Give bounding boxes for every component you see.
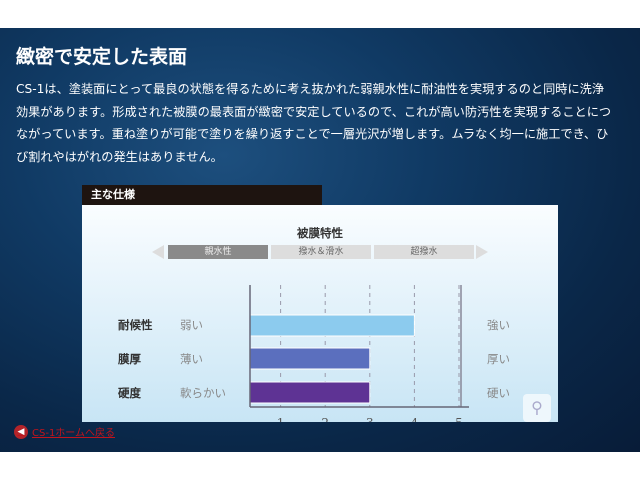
back-arrow-icon: ◀ xyxy=(14,424,28,439)
bar-chart: 1 2 3 4 5 xyxy=(249,285,469,422)
scale-segment: 撥水＆滑水 xyxy=(271,245,371,259)
x-tick-label: 2 xyxy=(321,416,329,422)
chart-title: 被膜特性 xyxy=(297,226,343,240)
back-home-link[interactable]: ◀ CS-1ホームへ戻る xyxy=(14,424,115,439)
scale-segment: 親水性 xyxy=(168,245,268,259)
magnifier-icon[interactable]: ⚲ xyxy=(523,394,551,422)
bar xyxy=(249,347,371,370)
x-tick-label: 4 xyxy=(411,416,419,422)
scale-segment: 超撥水 xyxy=(374,245,474,259)
bar xyxy=(249,314,415,337)
bar xyxy=(249,381,371,404)
high-label: 硬い xyxy=(487,386,510,400)
spec-tab: 主な仕様 xyxy=(82,185,322,205)
category-label: 膜厚 xyxy=(118,352,141,366)
high-label: 強い xyxy=(487,318,510,332)
content-area: 緻密で安定した表面 CS-1は、塗装面にとって最良の状態を得るために考え抜かれた… xyxy=(0,28,640,452)
low-label: 軟らかい xyxy=(180,386,226,400)
low-label: 弱い xyxy=(180,318,203,332)
page-title: 緻密で安定した表面 xyxy=(16,46,188,68)
high-label: 厚い xyxy=(487,352,510,366)
back-home-link-label: CS-1ホームへ戻る xyxy=(32,428,116,439)
x-tick-label: 1 xyxy=(277,416,285,422)
arrow-right-icon xyxy=(476,245,488,259)
category-label: 硬度 xyxy=(118,386,141,400)
x-tick-label: 5 xyxy=(455,416,463,422)
x-tick-label: 3 xyxy=(366,416,374,422)
description: CS-1は、塗装面にとって最良の状態を得るために考え抜かれた弱親水性に耐油性を実… xyxy=(16,82,612,164)
low-label: 薄い xyxy=(180,352,203,366)
arrow-left-icon xyxy=(152,245,164,259)
category-label: 耐候性 xyxy=(118,318,153,332)
spec-panel: 被膜特性 親水性 撥水＆滑水 超撥水 耐候性 膜厚 硬度 弱い 薄い 軟らかい … xyxy=(82,205,558,422)
